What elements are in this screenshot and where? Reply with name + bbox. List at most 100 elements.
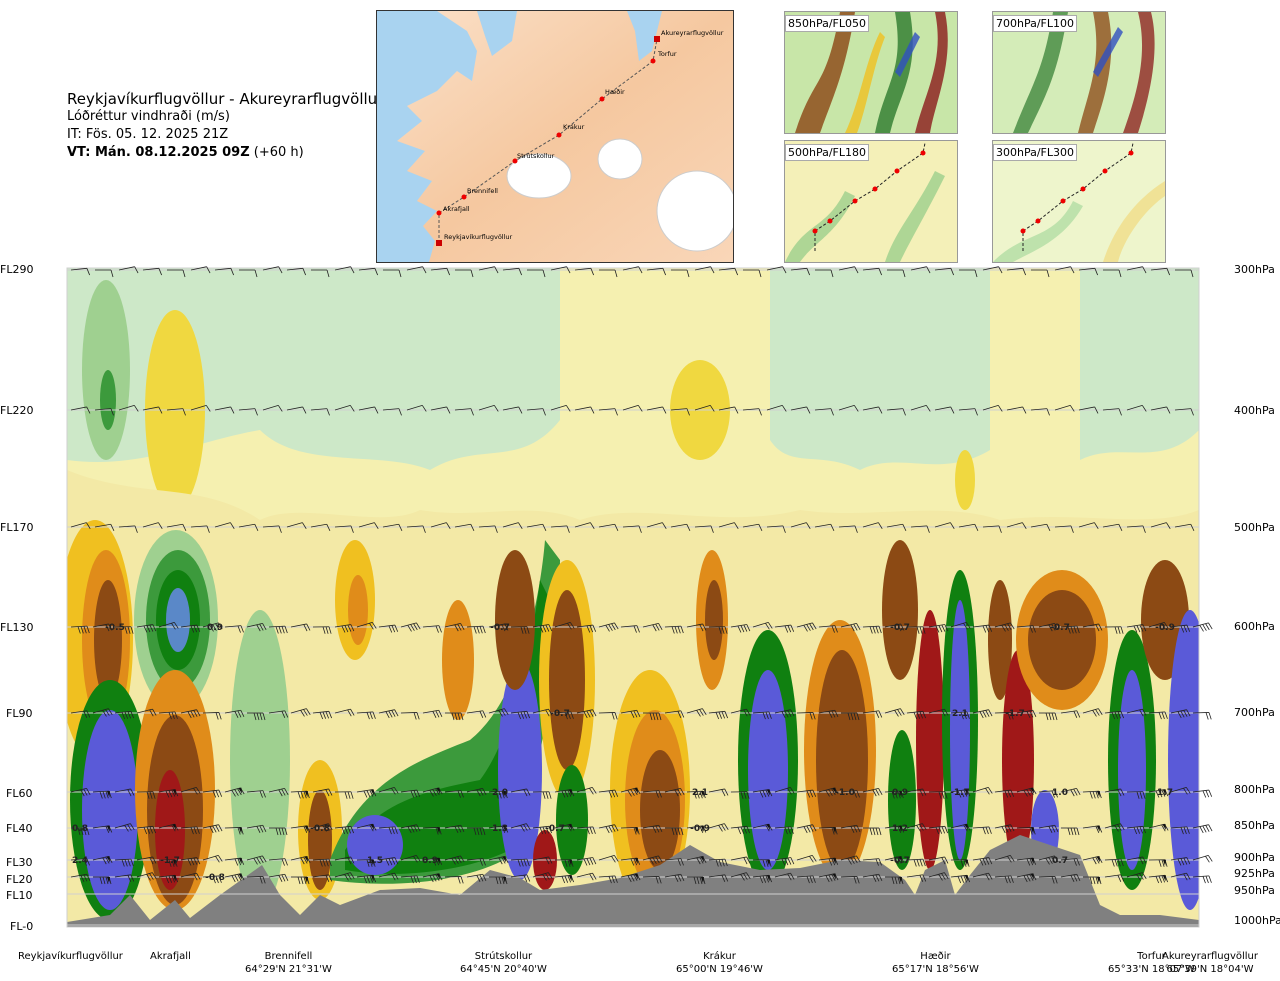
- wind-barb-437: [862, 873, 883, 882]
- wind-barb-324: [665, 827, 684, 836]
- wind-barb-354: [180, 857, 201, 866]
- location-0-name: Reykjavíkurflugvöllur: [18, 951, 123, 962]
- wind-barb-256: [312, 788, 333, 797]
- wind-barb-248: [136, 791, 156, 799]
- thumb-300hpa[interactable]: 300hPa/FL300: [992, 140, 1166, 263]
- value-label-20: -0.9: [690, 824, 710, 834]
- wind-barb-197: [158, 711, 178, 720]
- wind-barb-409: [246, 876, 266, 884]
- location-7-coord: 65°39'N 18°04'W: [1166, 964, 1254, 975]
- wind-barb-443: [994, 875, 1014, 884]
- wind-barb-392: [1016, 857, 1037, 866]
- wind-barb-232: [928, 708, 949, 717]
- wind-barb-261: [422, 787, 443, 797]
- wind-barb-9: [286, 267, 307, 276]
- wind-barb-239: [1082, 708, 1103, 717]
- wind-barb-379: [730, 856, 751, 865]
- wind-barb-224: [752, 711, 772, 720]
- wind-barb-79: [838, 404, 859, 412]
- wind-barb-338: [972, 826, 992, 835]
- thumb-700hpa[interactable]: 700hPa/FL100: [992, 11, 1166, 134]
- wind-barb-105: [334, 525, 354, 533]
- wind-barb-90: [1102, 408, 1122, 416]
- fl-label-4: FL90: [6, 707, 33, 720]
- wind-barb-131: [958, 523, 979, 531]
- wind-barb-135: [1054, 525, 1074, 533]
- wind-barb-370: [532, 856, 553, 865]
- wind-barb-300: [136, 825, 157, 835]
- wind-barb-101: [238, 523, 259, 531]
- wind-barb-404: [136, 872, 157, 881]
- wind-barb-403: [114, 874, 135, 883]
- wind-barb-217: [598, 712, 618, 720]
- wind-barb-273: [686, 790, 706, 799]
- wind-barb-376: [664, 858, 684, 866]
- wind-barb-167: [642, 623, 663, 632]
- location-4-name: Krákur: [703, 951, 736, 962]
- wind-barb-182: [972, 624, 993, 633]
- wind-barb-110: [454, 523, 475, 531]
- wind-barb-98: [166, 523, 187, 531]
- wind-barb-318: [532, 825, 553, 835]
- wind-barb-163: [554, 621, 575, 630]
- wind-barb-234: [972, 709, 993, 719]
- wind-barb-309: [334, 825, 355, 835]
- wind-barb-213: [510, 710, 531, 720]
- wind-barb-254: [268, 788, 289, 797]
- thumb-label-300: 300hPa/FL300: [993, 144, 1078, 161]
- wind-barb-241: [1126, 708, 1147, 717]
- wind-barb-175: [818, 625, 838, 633]
- wind-barb-177: [862, 625, 882, 634]
- wind-barb-275: [730, 791, 750, 799]
- wind-barb-269: [598, 789, 619, 798]
- wind-barb-433: [774, 872, 795, 881]
- wind-barb-204: [312, 710, 333, 720]
- location-4: Krákur 65°00'N 19°46'W: [676, 950, 763, 976]
- wind-barb-253: [246, 790, 266, 798]
- value-label-25: 0.9: [422, 856, 438, 866]
- wind-barb-326: [708, 823, 729, 832]
- hpa-label-0: 300hPa: [1234, 263, 1275, 276]
- route-map-svg: Reykjavíkurflugvöllur Akrafjall Brennife…: [377, 11, 733, 262]
- wind-barb-301: [158, 823, 179, 832]
- fl-label-9: FL10: [6, 889, 33, 902]
- thumb-850hpa[interactable]: 850hPa/FL050: [784, 11, 958, 134]
- wind-barb-265: [510, 788, 531, 797]
- wind-barb-200: [224, 709, 245, 718]
- wind-barb-150: [268, 625, 288, 634]
- wind-barb-442: [972, 872, 993, 881]
- wind-barb-108: [406, 525, 426, 533]
- wind-barb-288: [1016, 787, 1037, 797]
- wind-barb-407: [202, 875, 222, 884]
- hpa-label-2: 500hPa: [1234, 521, 1275, 534]
- wind-barb-384: [840, 855, 861, 865]
- hpa-label-9: 950hPa: [1234, 884, 1275, 897]
- wind-barb-343: [1082, 825, 1103, 834]
- thumb-label-500: 500hPa/FL180: [785, 144, 870, 161]
- wind-barb-151: [290, 623, 311, 632]
- wind-barb-347: [1170, 826, 1190, 835]
- wind-barb-339: [994, 824, 1015, 834]
- wind-barb-146: [180, 624, 201, 633]
- wind-barb-134: [1030, 523, 1051, 531]
- wind-barb-263: [466, 788, 487, 797]
- wind-barb-84: [958, 408, 978, 416]
- wind-barb-102: [262, 525, 282, 533]
- wind-barb-21: [574, 267, 595, 276]
- wind-barb-337: [950, 823, 971, 832]
- wind-barb-321: [598, 824, 619, 834]
- wind-barb-310: [356, 823, 377, 832]
- wind-barb-202: [268, 710, 289, 719]
- wind-barb-331: [818, 827, 838, 835]
- wind-barb-203: [290, 708, 311, 717]
- hpa-label-10: 1000hPa: [1234, 914, 1280, 927]
- thumb-label-850: 850hPa/FL050: [785, 15, 870, 32]
- wind-barb-210: [445, 712, 464, 721]
- fl-label-5: FL60: [6, 787, 33, 800]
- wind-barb-8: [262, 266, 283, 274]
- hpa-label-7: 900hPa: [1234, 851, 1275, 864]
- wind-barb-94: [70, 522, 91, 529]
- wind-barb-393: [1038, 855, 1059, 865]
- wind-barb-189: [1126, 624, 1147, 633]
- thumb-500hpa[interactable]: 500hPa/FL180: [784, 140, 958, 263]
